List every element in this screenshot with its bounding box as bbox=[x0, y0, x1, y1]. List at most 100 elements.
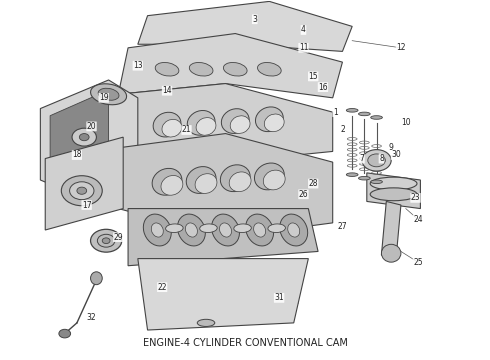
Ellipse shape bbox=[258, 63, 281, 76]
Polygon shape bbox=[45, 137, 123, 230]
Polygon shape bbox=[138, 1, 352, 51]
Circle shape bbox=[103, 176, 115, 184]
Ellipse shape bbox=[229, 172, 251, 192]
Text: 21: 21 bbox=[182, 126, 191, 135]
Ellipse shape bbox=[161, 175, 183, 195]
Ellipse shape bbox=[264, 114, 284, 132]
Ellipse shape bbox=[187, 111, 215, 135]
Circle shape bbox=[61, 176, 102, 206]
Text: 27: 27 bbox=[338, 222, 347, 231]
Ellipse shape bbox=[152, 168, 182, 195]
Text: 3: 3 bbox=[252, 15, 257, 24]
Ellipse shape bbox=[371, 180, 382, 184]
Ellipse shape bbox=[144, 214, 172, 246]
Text: 22: 22 bbox=[157, 283, 167, 292]
Ellipse shape bbox=[245, 214, 273, 246]
Text: 13: 13 bbox=[133, 61, 143, 70]
Text: 19: 19 bbox=[99, 93, 108, 102]
Text: 15: 15 bbox=[308, 72, 318, 81]
Text: 11: 11 bbox=[299, 43, 308, 52]
Text: 30: 30 bbox=[391, 150, 401, 159]
Polygon shape bbox=[138, 258, 308, 330]
Ellipse shape bbox=[359, 176, 370, 180]
Ellipse shape bbox=[230, 116, 250, 134]
Polygon shape bbox=[381, 202, 401, 258]
Ellipse shape bbox=[263, 170, 285, 190]
Polygon shape bbox=[118, 134, 333, 237]
Ellipse shape bbox=[94, 171, 124, 189]
Text: 31: 31 bbox=[274, 293, 284, 302]
Polygon shape bbox=[128, 208, 318, 266]
Text: 12: 12 bbox=[396, 43, 406, 52]
Text: 4: 4 bbox=[301, 26, 306, 35]
Ellipse shape bbox=[370, 177, 417, 190]
Ellipse shape bbox=[280, 214, 308, 246]
Ellipse shape bbox=[185, 223, 197, 237]
Text: 16: 16 bbox=[318, 83, 328, 92]
Ellipse shape bbox=[98, 88, 119, 100]
Ellipse shape bbox=[189, 63, 213, 76]
Ellipse shape bbox=[368, 154, 385, 167]
Text: 1: 1 bbox=[333, 108, 338, 117]
Text: 14: 14 bbox=[162, 86, 172, 95]
Ellipse shape bbox=[346, 173, 358, 176]
Text: ENGINE-4 CYLINDER CONVENTIONAL CAM: ENGINE-4 CYLINDER CONVENTIONAL CAM bbox=[143, 338, 347, 347]
Text: 23: 23 bbox=[411, 193, 420, 202]
Ellipse shape bbox=[153, 112, 181, 137]
Text: 10: 10 bbox=[401, 118, 411, 127]
Ellipse shape bbox=[381, 244, 401, 262]
Ellipse shape bbox=[220, 165, 250, 192]
Text: 17: 17 bbox=[82, 201, 92, 210]
Text: 18: 18 bbox=[72, 150, 82, 159]
Ellipse shape bbox=[371, 116, 382, 119]
Ellipse shape bbox=[254, 163, 284, 190]
Text: 24: 24 bbox=[413, 215, 423, 224]
Ellipse shape bbox=[197, 319, 215, 327]
Ellipse shape bbox=[200, 224, 217, 233]
Polygon shape bbox=[40, 80, 138, 208]
Ellipse shape bbox=[155, 63, 179, 76]
Ellipse shape bbox=[162, 120, 182, 137]
Text: 29: 29 bbox=[114, 233, 123, 242]
Ellipse shape bbox=[359, 112, 370, 116]
Circle shape bbox=[79, 134, 89, 141]
Ellipse shape bbox=[268, 224, 285, 233]
Ellipse shape bbox=[196, 118, 216, 135]
Ellipse shape bbox=[254, 223, 266, 237]
Circle shape bbox=[98, 234, 115, 247]
Circle shape bbox=[59, 329, 71, 338]
Ellipse shape bbox=[288, 223, 300, 237]
Ellipse shape bbox=[370, 188, 417, 201]
Ellipse shape bbox=[195, 174, 217, 193]
Text: 25: 25 bbox=[413, 258, 423, 267]
Circle shape bbox=[77, 187, 87, 194]
Polygon shape bbox=[118, 33, 343, 98]
Text: 2: 2 bbox=[340, 126, 345, 135]
Polygon shape bbox=[367, 173, 420, 208]
Ellipse shape bbox=[234, 224, 251, 233]
Ellipse shape bbox=[212, 214, 240, 246]
Circle shape bbox=[72, 128, 97, 146]
Ellipse shape bbox=[177, 214, 205, 246]
Text: 28: 28 bbox=[309, 179, 318, 188]
Ellipse shape bbox=[186, 167, 216, 193]
Polygon shape bbox=[50, 94, 109, 187]
Text: 32: 32 bbox=[87, 313, 97, 322]
Text: 26: 26 bbox=[298, 190, 308, 199]
Ellipse shape bbox=[362, 150, 391, 171]
Ellipse shape bbox=[346, 109, 358, 112]
Ellipse shape bbox=[91, 272, 102, 285]
Polygon shape bbox=[118, 84, 333, 162]
Ellipse shape bbox=[221, 109, 249, 134]
Circle shape bbox=[102, 238, 110, 244]
Ellipse shape bbox=[223, 63, 247, 76]
Circle shape bbox=[91, 229, 122, 252]
Text: 7: 7 bbox=[360, 154, 365, 163]
Text: 9: 9 bbox=[389, 143, 393, 152]
Ellipse shape bbox=[220, 223, 231, 237]
Ellipse shape bbox=[151, 223, 163, 237]
Ellipse shape bbox=[166, 224, 183, 233]
Circle shape bbox=[70, 182, 94, 200]
Ellipse shape bbox=[91, 84, 126, 105]
Ellipse shape bbox=[255, 107, 283, 132]
